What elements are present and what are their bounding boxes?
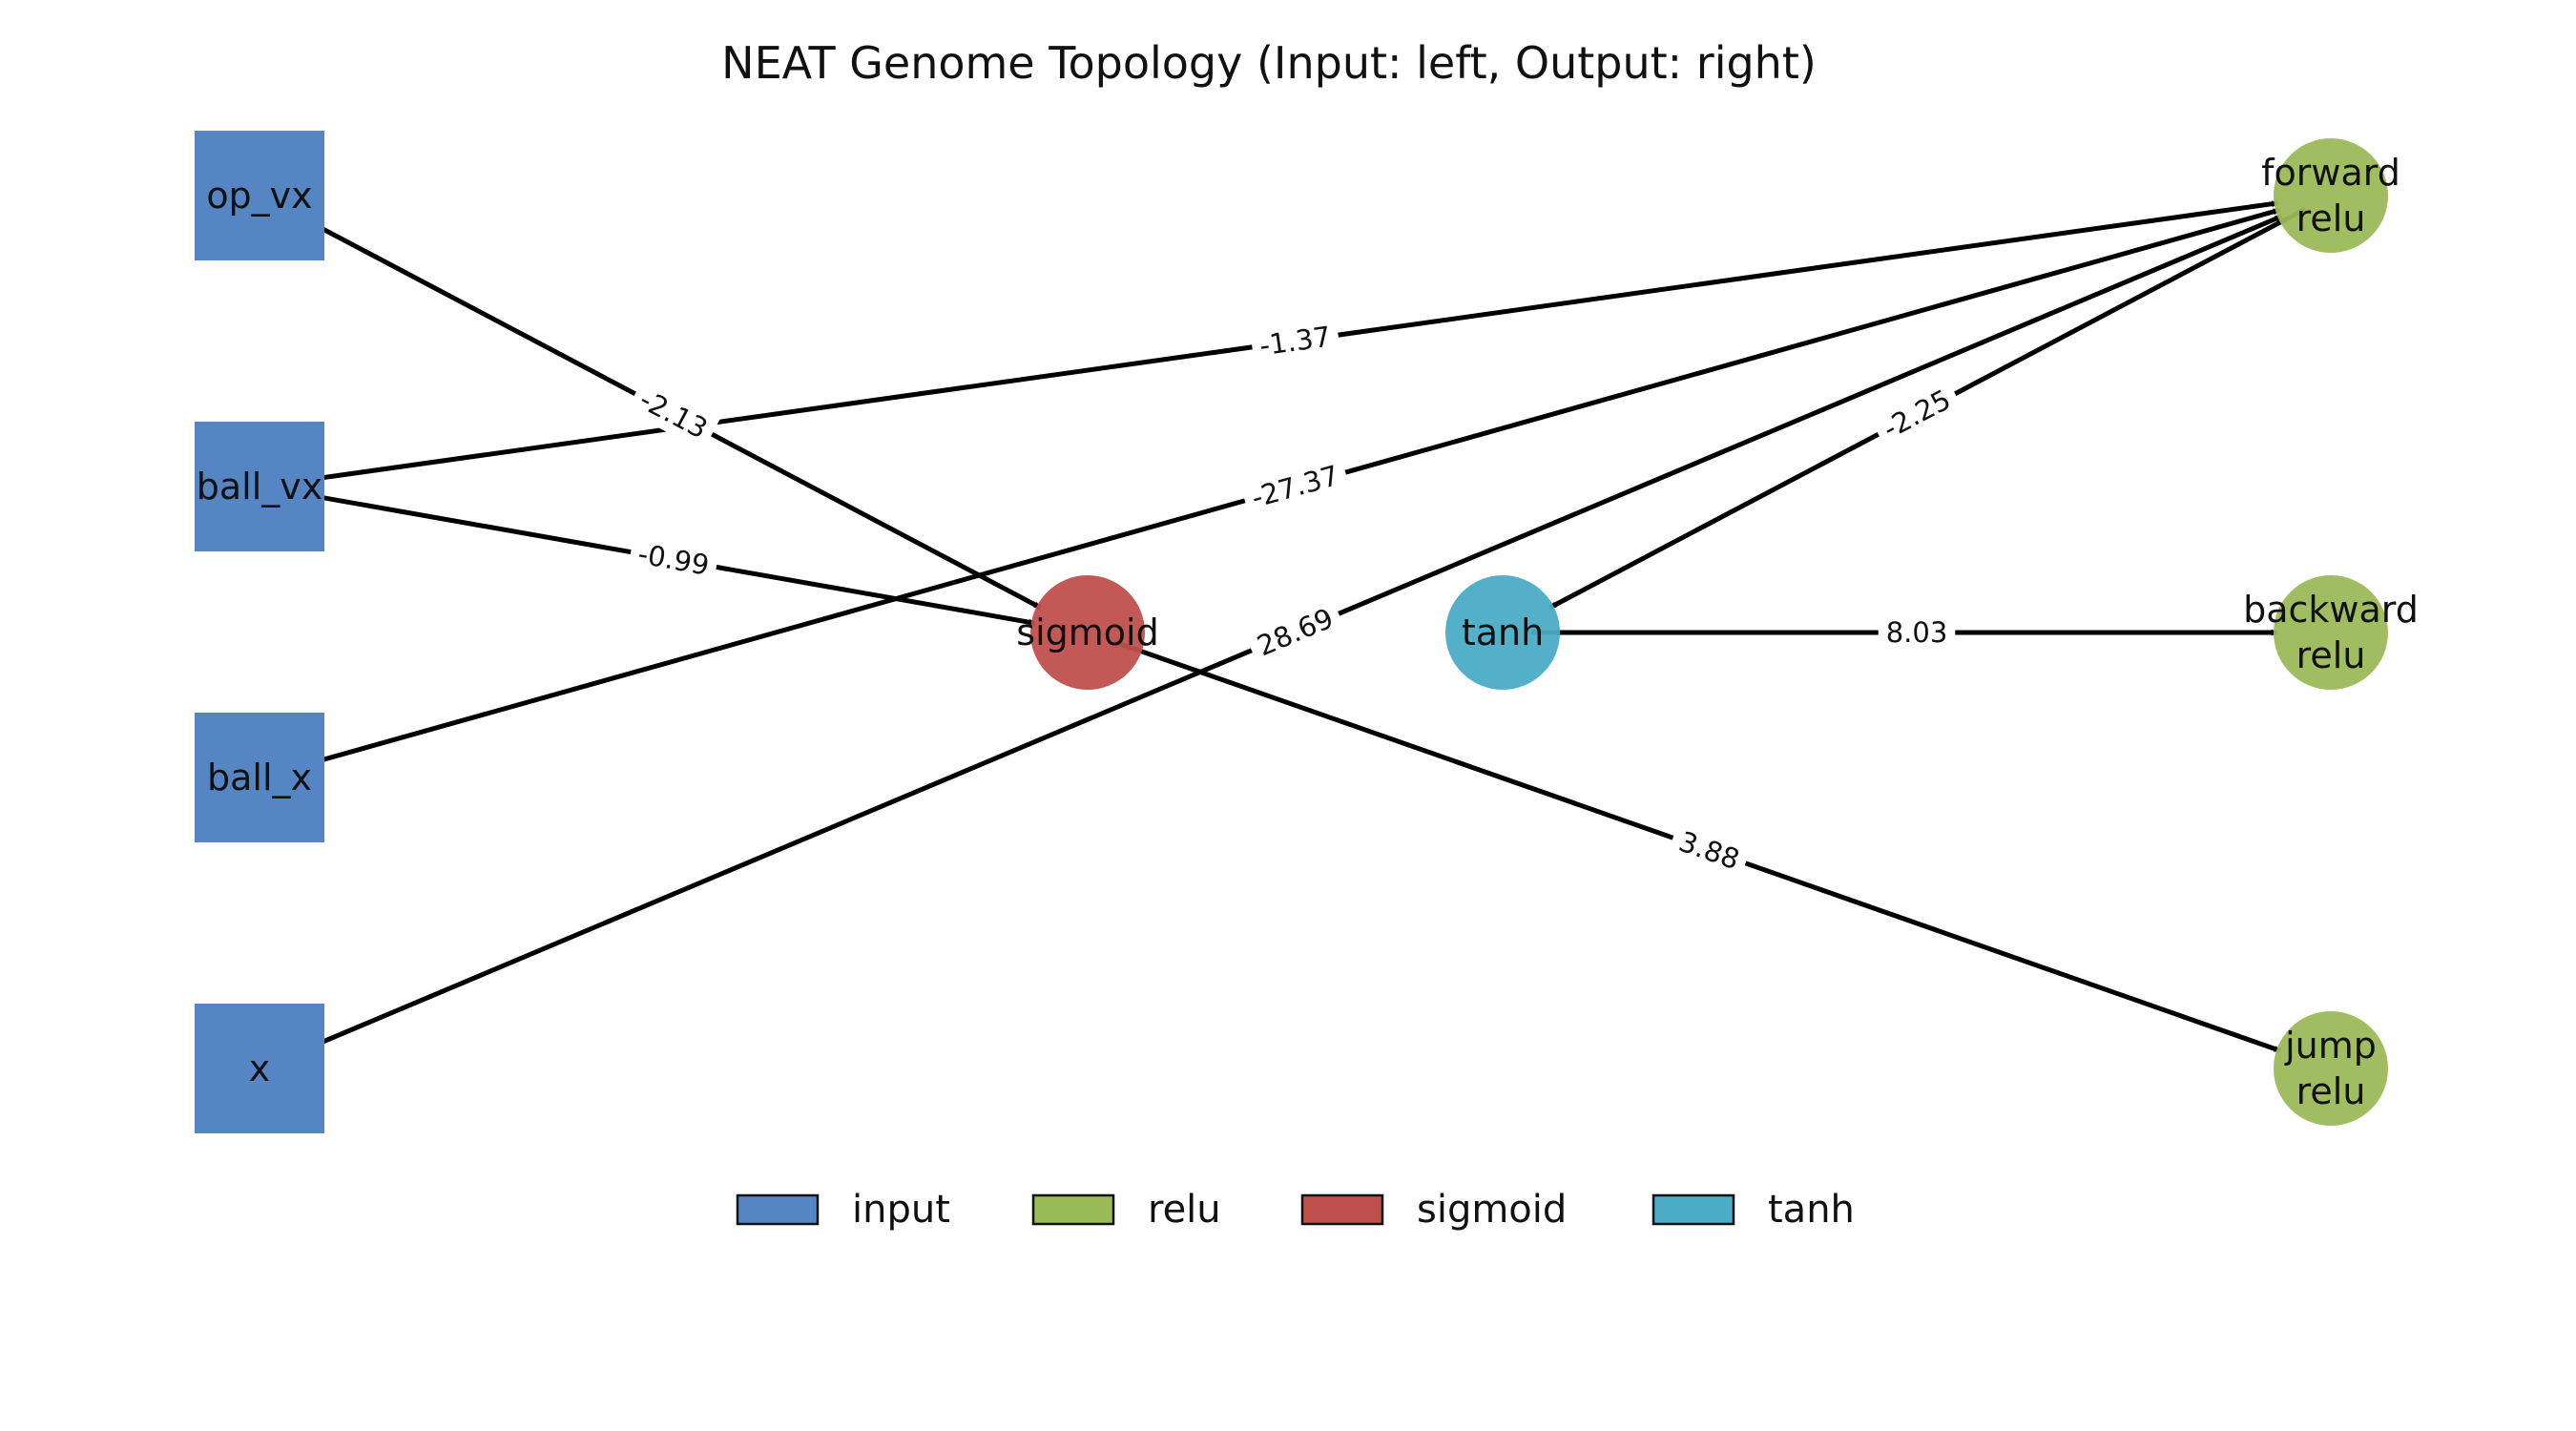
- diagram-title: NEAT Genome Topology (Input: left, Outpu…: [721, 37, 1817, 89]
- edge-labels-layer: -2.13 -1.37 -0.99 -27.37 28.69 -2.25 8.03 3.88: [626, 316, 1964, 881]
- node-shape-ball_x: [195, 713, 324, 842]
- node-sigmoid: sigmoid: [1016, 575, 1159, 690]
- legend-item-tanh: tanh: [1652, 1188, 1855, 1232]
- node-label-forward-line-1: forward: [2261, 152, 2400, 194]
- legend-swatch: [1300, 1193, 1384, 1226]
- node-label-forward-line-2: relu: [2296, 197, 2366, 239]
- node-x: x: [195, 1004, 324, 1133]
- legend-swatch: [1652, 1193, 1735, 1226]
- edge-weight: -0.99: [635, 537, 712, 582]
- node-shape-op_vx: [195, 131, 324, 260]
- edge-label-background: [626, 377, 721, 451]
- node-label-tanh: tanh: [1462, 612, 1544, 653]
- node-label-ball_x: ball_x: [207, 757, 312, 798]
- edge-weight: -2.25: [1878, 383, 1956, 445]
- node-ball_x: ball_x: [195, 713, 324, 842]
- node-op_vx: op_vx: [195, 131, 324, 260]
- legend-swatch: [1031, 1193, 1115, 1226]
- edge-weight: 28.69: [1253, 602, 1339, 663]
- node-label-op_vx: op_vx: [206, 175, 312, 217]
- node-shape-backward: [2274, 575, 2388, 690]
- legend-label: relu: [1148, 1188, 1221, 1232]
- legend-item-input: input: [736, 1188, 950, 1232]
- node-shape-x: [195, 1004, 324, 1133]
- node-label-jump-line-2: relu: [2296, 1070, 2366, 1112]
- node-label-backward-line-2: relu: [2296, 634, 2366, 676]
- node-shape-ball_vx: [195, 422, 324, 551]
- legend-item-sigmoid: sigmoid: [1300, 1188, 1567, 1232]
- node-tanh: tanh: [1445, 575, 1560, 690]
- legend-swatch: [736, 1193, 820, 1226]
- edge-label-background: [1244, 595, 1346, 669]
- node-shape-sigmoid: [1030, 575, 1145, 690]
- node-label-sigmoid: sigmoid: [1016, 612, 1158, 653]
- edge-label-background: [1878, 613, 1956, 652]
- edge-label-ball_vx-to-sigmoid: -0.99: [627, 532, 720, 587]
- legend-label: sigmoid: [1417, 1188, 1567, 1232]
- legend-label: input: [852, 1188, 950, 1232]
- node-ball_vx: ball_vx: [195, 422, 324, 551]
- legend: input relu sigmoid tanh: [736, 1188, 1855, 1232]
- node-shape-jump: [2274, 1011, 2388, 1126]
- edge-weight: -2.13: [634, 383, 713, 445]
- node-label-backward-line-1: backward: [2243, 589, 2419, 631]
- edge-label-tanh-to-backward: 8.03: [1878, 613, 1956, 652]
- legend-label: tanh: [1768, 1188, 1855, 1232]
- edge-label-x-to-forward: 28.69: [1244, 595, 1346, 669]
- edge-label-ball_vx-to-forward: -1.37: [1249, 316, 1341, 366]
- edge-weight: 8.03: [1886, 616, 1948, 649]
- edge-label-background: [1869, 377, 1964, 451]
- edge-label-background: [1666, 819, 1753, 881]
- node-shape-tanh: [1445, 575, 1560, 690]
- edge-label-sigmoid-to-jump: 3.88: [1666, 819, 1753, 881]
- node-label-jump-line-1: jump: [2284, 1025, 2377, 1067]
- edge-label-forward-to-tanh: -2.25: [1869, 377, 1964, 451]
- edge-label-background: [1239, 453, 1351, 520]
- legend-item-relu: relu: [1031, 1188, 1221, 1232]
- edge-label-background: [627, 532, 720, 587]
- node-shape-forward: [2274, 138, 2388, 253]
- edge-label-ball_x-to-forward: -27.37: [1239, 453, 1351, 520]
- edge-label-background: [1249, 316, 1341, 366]
- edge-label-op_vx-to-sigmoid: -2.13: [626, 377, 721, 451]
- node-label-x: x: [249, 1047, 271, 1089]
- node-label-ball_vx: ball_vx: [197, 466, 323, 508]
